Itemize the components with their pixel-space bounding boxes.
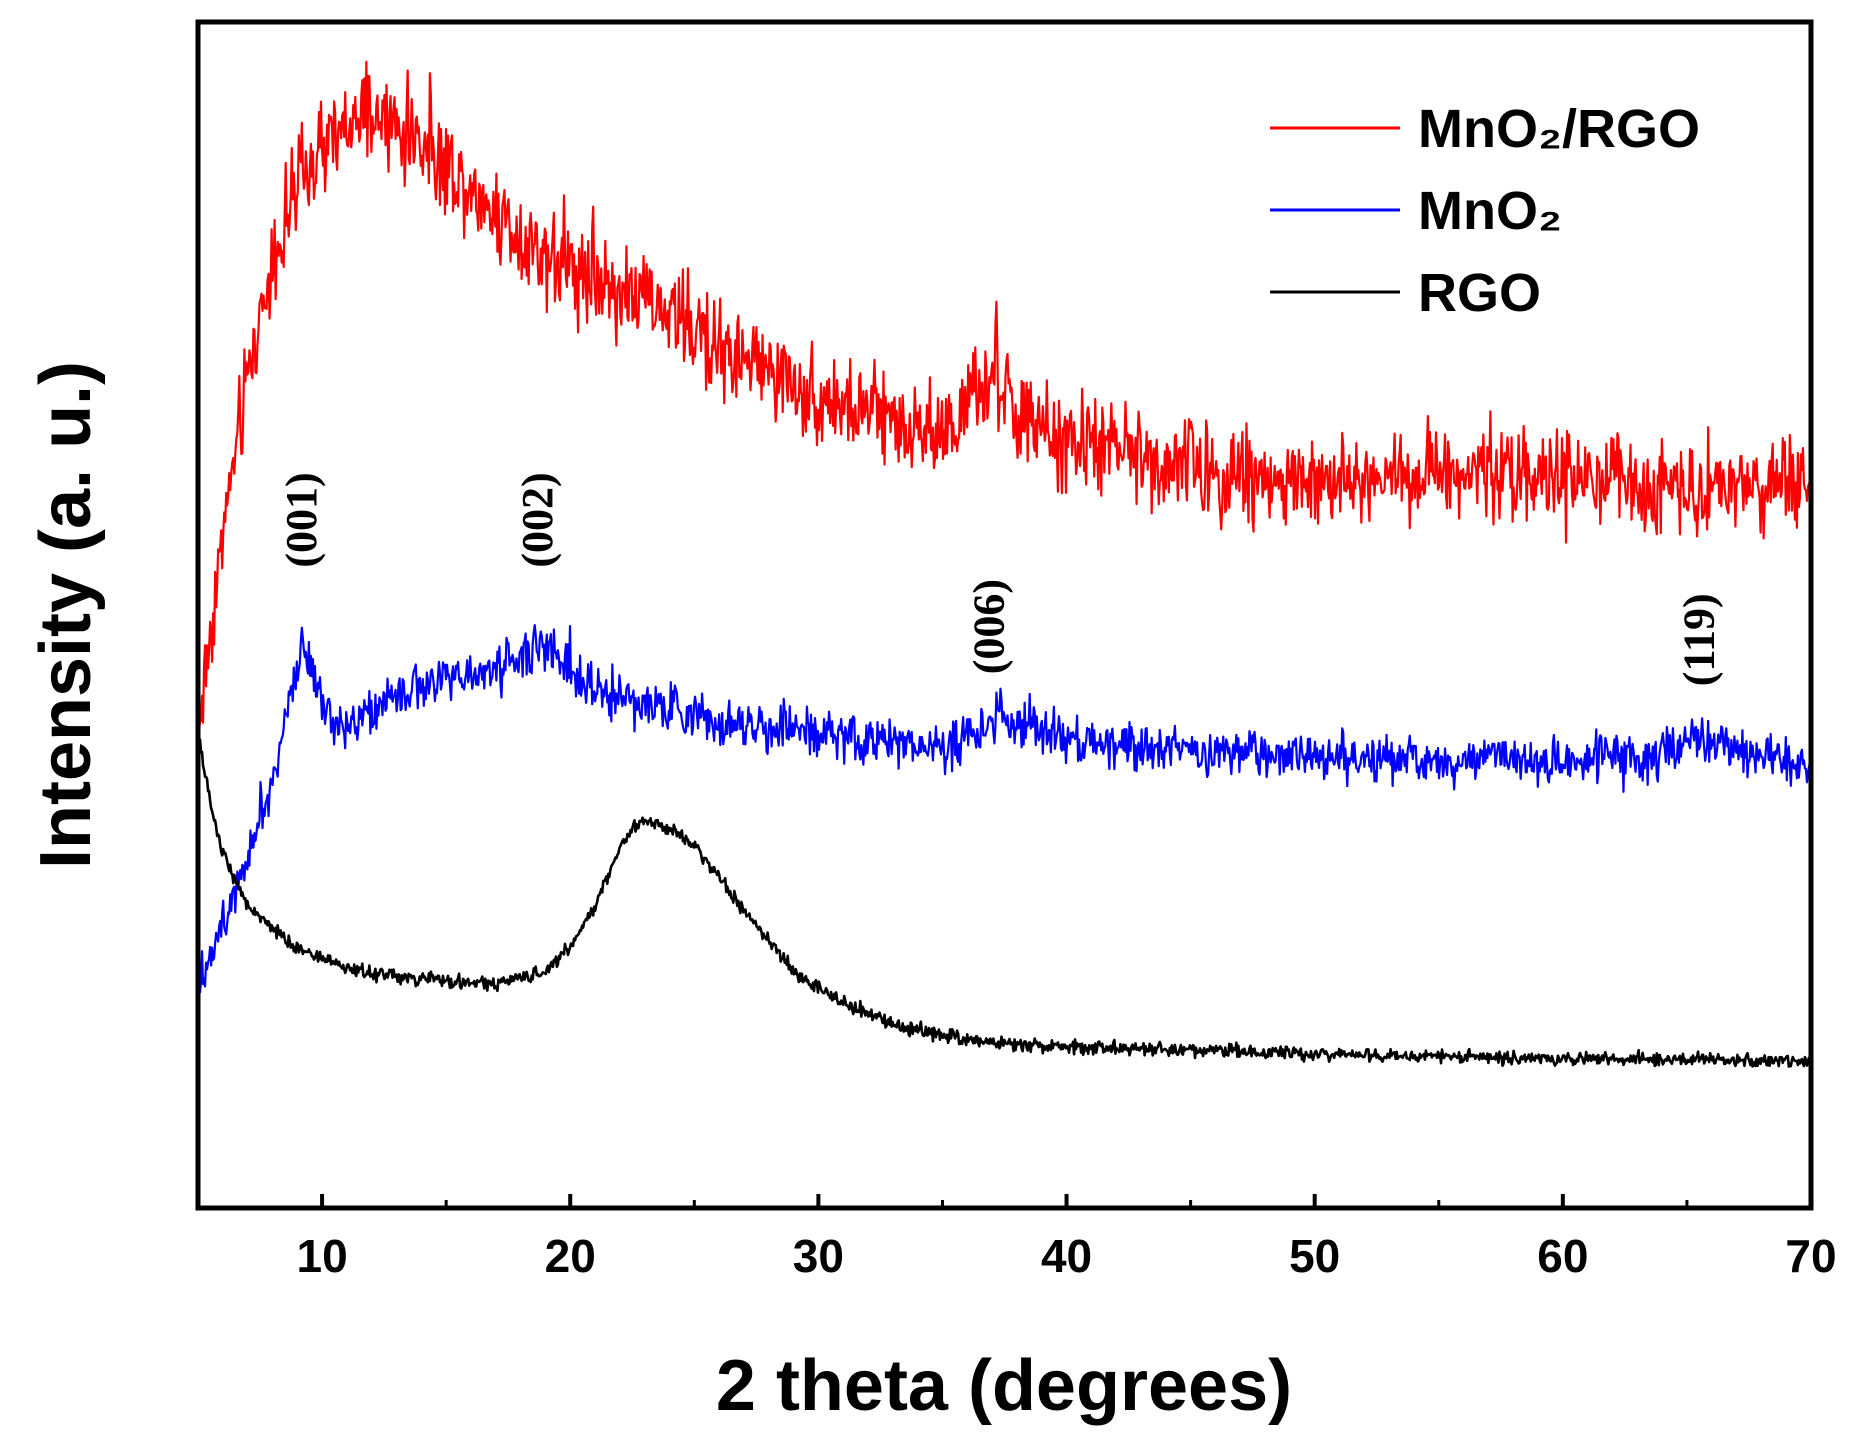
y-axis-title: Intensity (a. u.): [26, 361, 106, 869]
x-tick-label: 20: [545, 1230, 596, 1282]
x-tick-label: 60: [1537, 1230, 1588, 1282]
series-line-rgo: [196, 735, 1813, 1068]
x-tick-label: 40: [1041, 1230, 1092, 1282]
peak-label: (001): [277, 472, 326, 567]
x-tick-label: 10: [296, 1230, 347, 1282]
peak-annotations: (001) (002) (006) (119): [277, 472, 1723, 686]
x-axis-ticks: 10 20 30 40 50 60 70: [196, 1194, 1837, 1282]
x-tick-label: 30: [793, 1230, 844, 1282]
legend-label: RGO: [1418, 263, 1541, 323]
legend-label: MnO₂: [1418, 181, 1562, 241]
series-layer: [196, 60, 1813, 1068]
x-tick-label: 70: [1785, 1230, 1836, 1282]
peak-label: (002): [513, 472, 562, 567]
x-tick-label: 50: [1289, 1230, 1340, 1282]
series-line-mno-: [196, 624, 1813, 994]
plot-frame: [195, 19, 1814, 1211]
peak-label: (119): [1674, 593, 1723, 686]
series-line-mno-rgo: [196, 60, 1813, 734]
legend: MnO₂/RGO MnO₂ RGO: [1270, 99, 1700, 323]
peak-label: (006): [965, 579, 1014, 674]
legend-label: MnO₂/RGO: [1418, 99, 1700, 159]
x-axis-title: 2 theta (degrees): [716, 1346, 1292, 1426]
